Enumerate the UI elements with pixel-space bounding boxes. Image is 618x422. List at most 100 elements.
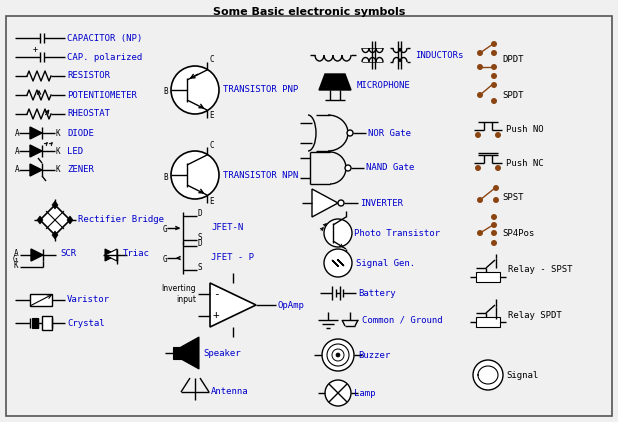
Circle shape xyxy=(477,64,483,70)
Polygon shape xyxy=(30,145,42,157)
Text: JFET-N: JFET-N xyxy=(211,224,243,233)
Text: A: A xyxy=(15,165,20,175)
Text: K: K xyxy=(55,165,59,175)
Circle shape xyxy=(493,197,499,203)
Text: Speaker: Speaker xyxy=(203,349,240,357)
Circle shape xyxy=(491,240,497,246)
Text: Battery: Battery xyxy=(358,289,396,298)
Text: C: C xyxy=(209,141,214,149)
Text: Photo Transistor: Photo Transistor xyxy=(354,228,440,238)
Polygon shape xyxy=(105,249,117,261)
Bar xyxy=(42,316,52,330)
Text: JFET - P: JFET - P xyxy=(211,254,254,262)
Circle shape xyxy=(473,360,503,390)
Circle shape xyxy=(477,197,483,203)
Text: MICROPHONE: MICROPHONE xyxy=(357,81,411,89)
Circle shape xyxy=(338,200,344,206)
Text: K: K xyxy=(14,262,19,271)
Text: Common / Ground: Common / Ground xyxy=(362,316,442,325)
Text: S: S xyxy=(198,263,203,273)
Polygon shape xyxy=(181,337,199,369)
Text: Crystal: Crystal xyxy=(67,319,104,327)
Circle shape xyxy=(324,219,352,247)
Text: ZENER: ZENER xyxy=(67,165,94,175)
Text: C: C xyxy=(209,56,214,65)
Polygon shape xyxy=(210,283,256,327)
Text: Varistor: Varistor xyxy=(67,295,110,305)
Text: D: D xyxy=(198,209,203,219)
Text: RHEOSTAT: RHEOSTAT xyxy=(67,109,110,119)
Text: B: B xyxy=(163,87,167,97)
Text: E: E xyxy=(209,111,214,121)
Circle shape xyxy=(495,165,501,171)
Polygon shape xyxy=(67,216,73,224)
Polygon shape xyxy=(319,74,351,90)
Text: Buzzer: Buzzer xyxy=(358,351,390,360)
Text: NOR Gate: NOR Gate xyxy=(368,129,411,138)
Circle shape xyxy=(475,132,481,138)
Polygon shape xyxy=(52,201,58,209)
Text: Lamp: Lamp xyxy=(354,389,376,398)
Text: RESISTOR: RESISTOR xyxy=(67,71,110,81)
Circle shape xyxy=(491,50,497,56)
Text: NAND Gate: NAND Gate xyxy=(366,163,415,173)
Text: D: D xyxy=(198,240,203,249)
Text: K: K xyxy=(55,146,59,155)
Text: Antenna: Antenna xyxy=(211,387,248,397)
Circle shape xyxy=(491,214,497,220)
Polygon shape xyxy=(30,127,42,139)
Text: SPDT: SPDT xyxy=(502,90,523,100)
Text: +: + xyxy=(213,310,220,320)
Text: OpAmp: OpAmp xyxy=(278,300,305,309)
Circle shape xyxy=(327,344,349,366)
Text: Signal: Signal xyxy=(506,371,538,379)
Text: G: G xyxy=(163,255,167,265)
Text: +: + xyxy=(33,46,38,54)
Polygon shape xyxy=(31,249,43,261)
Text: B: B xyxy=(163,173,167,181)
Circle shape xyxy=(332,349,344,361)
Circle shape xyxy=(491,41,497,47)
Text: A: A xyxy=(15,146,20,155)
Circle shape xyxy=(491,222,497,228)
Circle shape xyxy=(491,230,497,236)
Text: K: K xyxy=(55,129,59,138)
Polygon shape xyxy=(52,231,58,239)
Circle shape xyxy=(171,151,219,199)
Text: G: G xyxy=(13,255,18,265)
Polygon shape xyxy=(30,164,42,176)
Text: CAPACITOR (NP): CAPACITOR (NP) xyxy=(67,33,142,43)
Text: DIODE: DIODE xyxy=(67,129,94,138)
Text: INDUCTORs: INDUCTORs xyxy=(415,51,464,60)
Text: SCR: SCR xyxy=(60,249,76,257)
Text: Some Basic electronic symbols: Some Basic electronic symbols xyxy=(213,7,405,17)
Text: Signal Gen.: Signal Gen. xyxy=(356,259,415,268)
Text: Rectifier Bridge: Rectifier Bridge xyxy=(78,216,164,225)
Circle shape xyxy=(171,66,219,114)
Circle shape xyxy=(345,165,351,171)
Circle shape xyxy=(493,185,499,191)
Text: A: A xyxy=(15,129,20,138)
Bar xyxy=(173,347,181,359)
Text: TRANSISTOR PNP: TRANSISTOR PNP xyxy=(223,86,298,95)
Text: LED: LED xyxy=(67,146,83,155)
Text: SP4Pos: SP4Pos xyxy=(502,228,534,238)
Circle shape xyxy=(336,353,340,357)
Text: TRANSISTOR NPN: TRANSISTOR NPN xyxy=(223,170,298,179)
Text: POTENTIOMETER: POTENTIOMETER xyxy=(67,90,137,100)
Bar xyxy=(476,272,500,282)
Text: Push NC: Push NC xyxy=(506,159,544,168)
Polygon shape xyxy=(312,189,338,217)
Text: S: S xyxy=(198,233,203,243)
Text: -: - xyxy=(213,289,220,299)
Text: G: G xyxy=(163,225,167,235)
Text: Relay SPDT: Relay SPDT xyxy=(508,311,562,319)
Bar xyxy=(30,294,52,306)
Text: Push NO: Push NO xyxy=(506,125,544,135)
Circle shape xyxy=(491,64,497,70)
Text: Inverting
input: Inverting input xyxy=(161,284,196,304)
Text: INVERTER: INVERTER xyxy=(360,198,403,208)
Bar xyxy=(476,317,500,327)
Text: Relay - SPST: Relay - SPST xyxy=(508,265,572,274)
Circle shape xyxy=(477,50,483,56)
